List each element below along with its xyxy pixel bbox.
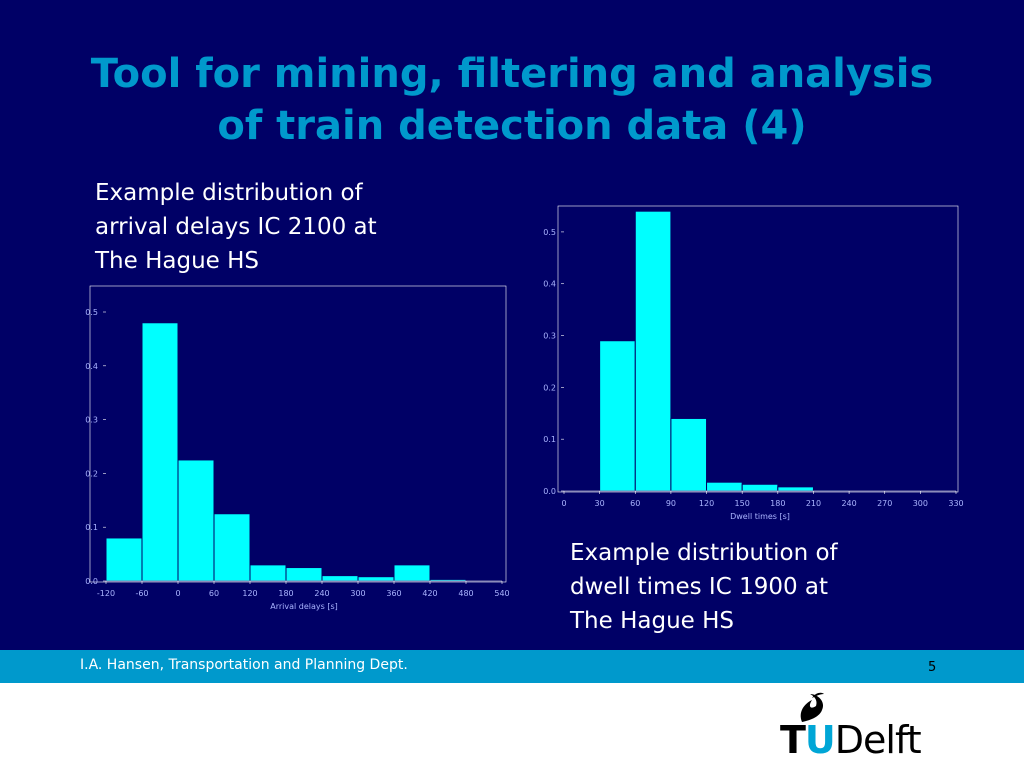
- arrival-x-axis-label: Arrival delays [s]: [270, 602, 338, 611]
- dwell-y-tick-label: 0.3: [543, 332, 556, 341]
- arrival-x-tick-label: 240: [314, 589, 329, 598]
- dwell-x-tick-label: 210: [806, 499, 821, 508]
- dwell-bar: [741, 483, 779, 492]
- dwell-y-tick-label: 0.0: [543, 487, 556, 496]
- arrival-y-tick-label: 0.2: [85, 469, 98, 478]
- slide-background: Tool for mining, filtering and analysis …: [0, 0, 1024, 650]
- tudelft-wordmark: TUDelft: [780, 718, 922, 762]
- dwell-x-axis-label: Dwell times [s]: [730, 512, 790, 521]
- arrival-bar: [393, 564, 431, 582]
- arrival-bar: [249, 564, 287, 582]
- arrival-delay-chart-svg: -120 -60 0 60 120 180 240 300 360 420 480 540 0.0 0.1…: [85, 285, 510, 611]
- caption-arrival-delays: Example distribution of arrival delays I…: [95, 176, 425, 278]
- arrival-x-tick-label: -120: [97, 589, 115, 598]
- dwell-x-tick-label: 240: [841, 499, 856, 508]
- dwell-y-tick-label: 0.1: [543, 435, 556, 444]
- tudelft-logo: TUDelft: [780, 690, 950, 762]
- dwell-x-tick-label: 60: [630, 499, 640, 508]
- arrival-x-tick-label: 360: [386, 589, 401, 598]
- dwell-bar: [777, 486, 814, 492]
- title-line-2: of train detection data (4): [217, 103, 807, 149]
- dwell-time-chart-svg: 0 30 60 90 120 150 180 210 240 270 300 330 0.0 0.1 0.2…: [543, 205, 964, 521]
- dwell-y-tick-label: 0.5: [543, 228, 556, 237]
- dwell-time-histogram: 0 30 60 90 120 150 180 210 240 270 300 330 0.0 0.1 0.2…: [522, 202, 972, 532]
- arrival-x-tick-label: 60: [209, 589, 219, 598]
- arrival-y-tick-label: 0.5: [85, 308, 98, 317]
- caption-left-line-3: The Hague HS: [95, 248, 260, 274]
- dwell-x-tick-label: 90: [666, 499, 676, 508]
- dwell-bar: [599, 340, 636, 492]
- slide-title: Tool for mining, filtering and analysis …: [0, 48, 1024, 152]
- dwell-y-tick-label: 0.2: [543, 383, 556, 392]
- arrival-x-tick-label: 420: [422, 589, 437, 598]
- caption-right-line-2: dwell times IC 1900 at: [570, 574, 829, 600]
- arrival-bar: [321, 575, 359, 582]
- dwell-x-tick-label: 180: [770, 499, 785, 508]
- arrival-x-tick-label: 540: [494, 589, 509, 598]
- arrival-bar: [105, 537, 143, 582]
- arrival-bar: [213, 513, 251, 582]
- dwell-x-tick-label: 270: [877, 499, 892, 508]
- page-number: 5: [928, 660, 937, 675]
- caption-dwell-times: Example distribution of dwell times IC 1…: [570, 536, 890, 638]
- arrival-bar: [141, 322, 179, 582]
- arrival-bar: [285, 567, 323, 582]
- footer-bar: I.A. Hansen, Transportation and Planning…: [0, 650, 1024, 683]
- dwell-x-tick-label: 0: [561, 499, 566, 508]
- title-line-1: Tool for mining, filtering and analysis: [90, 51, 934, 97]
- footer-author: I.A. Hansen, Transportation and Planning…: [80, 657, 408, 673]
- flame-icon: [800, 692, 824, 722]
- arrival-y-tick-label: 0.1: [85, 523, 98, 532]
- caption-right-line-1: Example distribution of: [570, 540, 838, 566]
- arrival-x-tick-label: -60: [135, 589, 148, 598]
- caption-left-line-2: arrival delays IC 2100 at: [95, 214, 377, 240]
- dwell-y-tick-label: 0.4: [543, 280, 556, 289]
- arrival-plot-frame: [89, 285, 507, 583]
- arrival-bar: [357, 576, 395, 582]
- dwell-x-tick-label: 30: [595, 499, 605, 508]
- dwell-x-tick-label: 150: [735, 499, 750, 508]
- arrival-x-tick-label: 480: [458, 589, 473, 598]
- arrival-x-tick-label: 120: [242, 589, 257, 598]
- dwell-bar: [634, 210, 672, 492]
- dwell-bar: [706, 481, 743, 492]
- arrival-delay-histogram: -120 -60 0 60 120 180 240 300 360 420 480 540 0.0 0.1…: [40, 282, 520, 627]
- arrival-y-tick-label: 0.0: [85, 577, 98, 586]
- arrival-bar: [177, 459, 215, 582]
- arrival-x-tick-label: 300: [350, 589, 365, 598]
- arrival-x-tick-label: 0: [175, 589, 180, 598]
- arrival-y-tick-label: 0.3: [85, 416, 98, 425]
- dwell-bar: [670, 417, 708, 492]
- caption-left-line-1: Example distribution of: [95, 180, 363, 206]
- dwell-x-tick-label: 120: [699, 499, 714, 508]
- dwell-x-tick-label: 330: [948, 499, 963, 508]
- arrival-x-tick-label: 180: [278, 589, 293, 598]
- dwell-x-tick-label: 300: [913, 499, 928, 508]
- arrival-y-tick-label: 0.4: [85, 362, 98, 371]
- caption-right-line-3: The Hague HS: [570, 608, 735, 634]
- dwell-plot-frame: [557, 205, 959, 493]
